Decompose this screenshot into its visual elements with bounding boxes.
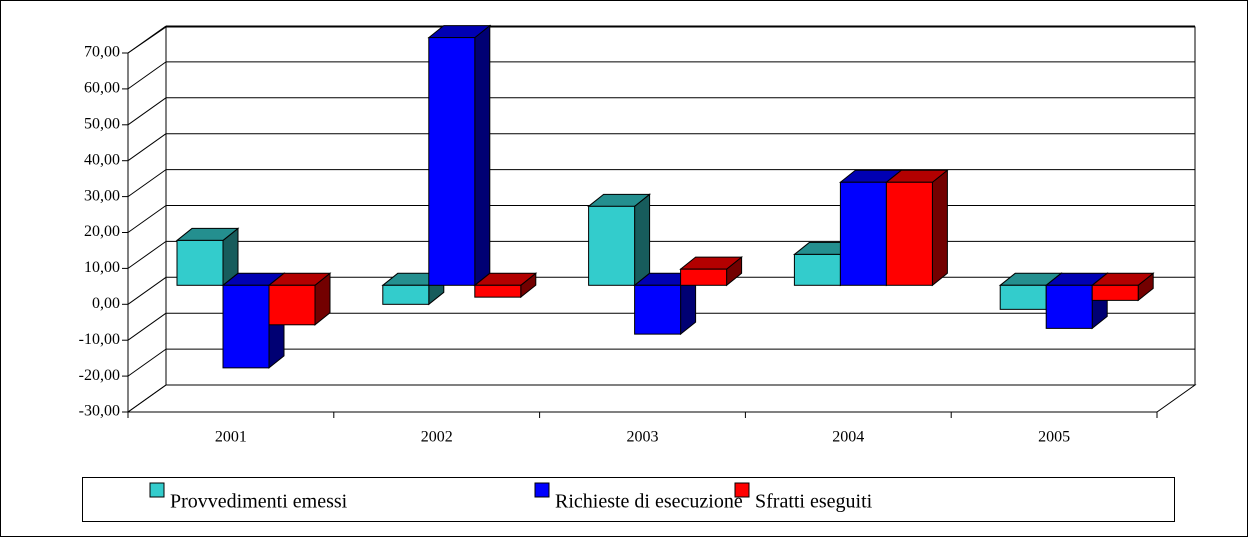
bar: [679, 256, 744, 287]
x-tick-label: 2004: [832, 429, 864, 446]
legend-swatch: [534, 482, 550, 498]
bar-side: [474, 24, 491, 287]
legend-label: Sfratti eseguiti: [755, 491, 873, 513]
bar-front: [268, 284, 316, 326]
bar: [884, 169, 949, 287]
grid-line: [127, 25, 167, 54]
bar-side: [931, 169, 948, 287]
bar-front: [382, 284, 430, 305]
bar-front: [885, 181, 933, 286]
y-tick-label: 0,00: [92, 295, 120, 312]
bar-front: [428, 37, 476, 286]
bar-front: [1045, 284, 1093, 329]
bar-side: [634, 193, 651, 287]
bar: [473, 272, 538, 299]
legend-swatch: [149, 482, 165, 498]
bar-front: [793, 253, 841, 286]
grid-line: [127, 133, 167, 162]
y-tick-label: 50,00: [84, 115, 120, 132]
bar: [175, 227, 240, 287]
bar-front: [588, 205, 636, 286]
grid-line: [127, 61, 167, 90]
grid-line: [127, 169, 167, 198]
legend-label: Provvedimenti emessi: [170, 491, 348, 513]
bar: [1090, 272, 1155, 302]
x-tick-label: 2005: [1038, 429, 1070, 446]
grid-line: [127, 276, 167, 305]
y-tick-label: 60,00: [84, 80, 120, 97]
y-tick-label: 10,00: [84, 259, 120, 276]
bar-front: [680, 268, 728, 286]
x-tick-label: 2001: [215, 429, 247, 446]
legend-swatch: [734, 482, 750, 498]
bar-front: [474, 284, 522, 298]
y-tick-label: -20,00: [79, 367, 120, 384]
grid-line: [127, 348, 167, 377]
y-tick-label: -10,00: [79, 331, 120, 348]
legend-label: Richieste di esecuzione: [555, 491, 743, 513]
x-tick-label: 2003: [627, 429, 659, 446]
grid-line: [127, 240, 167, 269]
bar: [267, 272, 332, 326]
y-tick-label: 20,00: [84, 223, 120, 240]
bar: [587, 193, 652, 287]
legend: [82, 477, 1175, 522]
y-tick-label: 70,00: [84, 44, 120, 61]
bar-front: [222, 284, 270, 369]
bar-front: [999, 284, 1047, 310]
bar-front: [176, 239, 224, 286]
bar: [427, 24, 492, 287]
y-tick-label: -30,00: [79, 403, 120, 420]
y-tick-label: 30,00: [84, 187, 120, 204]
grid-line: [127, 205, 167, 233]
bar-front: [634, 284, 682, 335]
bar-front: [1091, 284, 1139, 301]
grid-line: [127, 384, 167, 413]
grid-line: [127, 312, 167, 341]
y-tick-label: 40,00: [84, 151, 120, 168]
bar: [633, 272, 698, 336]
x-tick-label: 2002: [421, 429, 453, 446]
bar-front: [839, 181, 887, 286]
grid-line: [127, 97, 167, 126]
